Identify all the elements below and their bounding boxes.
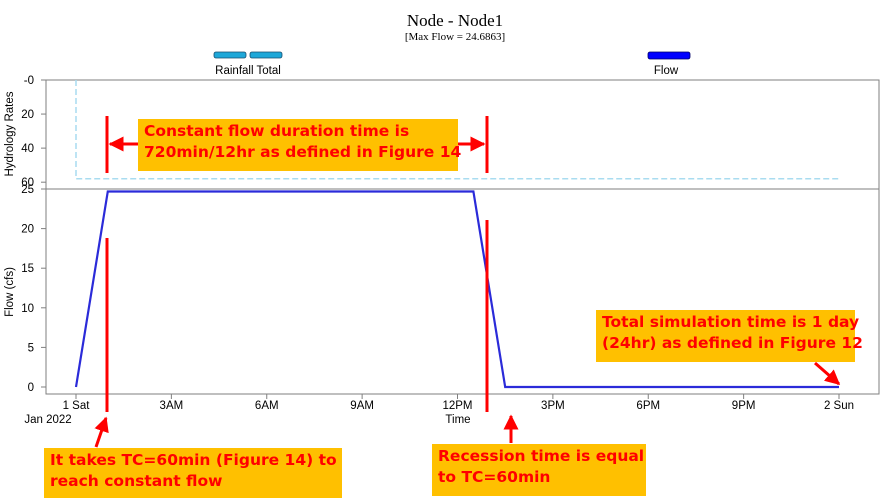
series-flow [74,190,839,389]
x-date-label: Jan 2022 [24,414,71,426]
legend-rainfall-label: Rainfall Total [215,65,281,77]
callout-constant-flow-line-1: Constant flow duration time is [144,122,410,140]
x-axis-label: Time [445,414,470,426]
x-axis: 1 Sat 3AM 6AM 9AM 12PM 3PM 6PM 9PM 2 Sun [63,394,854,412]
x-tick-label: 9PM [732,400,756,412]
bottom-y-axis-label: Flow (cfs) [4,267,16,317]
callout-tc-rise-line-2: reach constant flow [50,472,223,490]
top-y-tick-label: 20 [21,109,34,121]
x-tick-label: 9AM [350,400,374,412]
legend-flow-label: Flow [654,65,679,77]
x-tick-label: 12PM [442,400,472,412]
top-y-axis-label: Hydrology Rates [4,91,16,176]
x-tick-label: 6AM [255,400,279,412]
callout-total-simulation-line-2: (24hr) as defined in Figure 12 [602,334,863,352]
bottom-y-tick-label: 20 [21,224,34,236]
x-tick-label: 2 Sun [824,400,854,412]
bottom-y-tick-label: 25 [21,184,34,196]
callout-recession-line-2: to TC=60min [438,468,551,486]
top-y-tick-label: 60 [21,177,34,189]
bottom-y-tick-label: 5 [28,342,34,354]
x-tick-label: 3AM [160,400,184,412]
top-y-tick-label: -0 [24,75,34,87]
callout-constant-flow: Constant flow duration time is 720min/12… [138,119,462,171]
callout-tc-rise: It takes TC=60min (Figure 14) to reach c… [44,448,342,498]
series-rainfall-total [75,80,839,180]
callout-recession-line-1: Recession time is equal [438,447,645,465]
chart-title: Node - Node1 [407,11,503,30]
legend-rainfall[interactable]: Rainfall Total [213,51,283,77]
callout-total-simulation-line-1: Total simulation time is 1 day [602,313,860,331]
callout-tc-rise-line-1: It takes TC=60min (Figure 14) to [50,451,337,469]
legend-flow-swatch [647,51,691,60]
callout-total-simulation: Total simulation time is 1 day (24hr) as… [596,310,863,362]
callout-constant-flow-line-2: 720min/12hr as defined in Figure 14 [144,143,462,161]
annotation-markers [94,116,841,448]
bottom-y-tick-label: 0 [28,382,34,394]
bottom-y-tick-label: 10 [21,303,34,315]
arrow-tc [94,416,109,448]
bottom-plot-frame [45,188,880,395]
legend-flow[interactable]: Flow [647,51,691,77]
legend-rainfall-swatch-1 [213,51,247,59]
bottom-y-tick-label: 15 [21,263,34,275]
bottom-y-axis: 0 5 10 15 20 25 [21,184,46,394]
legend-rainfall-swatch-2 [249,51,283,59]
top-y-axis: -0 20 40 60 [21,75,46,189]
x-tick-label: 3PM [541,400,565,412]
x-tick-label: 1 Sat [63,400,91,412]
chart-subtitle: [Max Flow = 24.6863] [405,31,505,43]
arrow-total-sim [814,361,841,386]
callout-recession: Recession time is equal to TC=60min [432,444,646,496]
x-tick-label: 6PM [636,400,660,412]
top-y-tick-label: 40 [21,143,34,155]
